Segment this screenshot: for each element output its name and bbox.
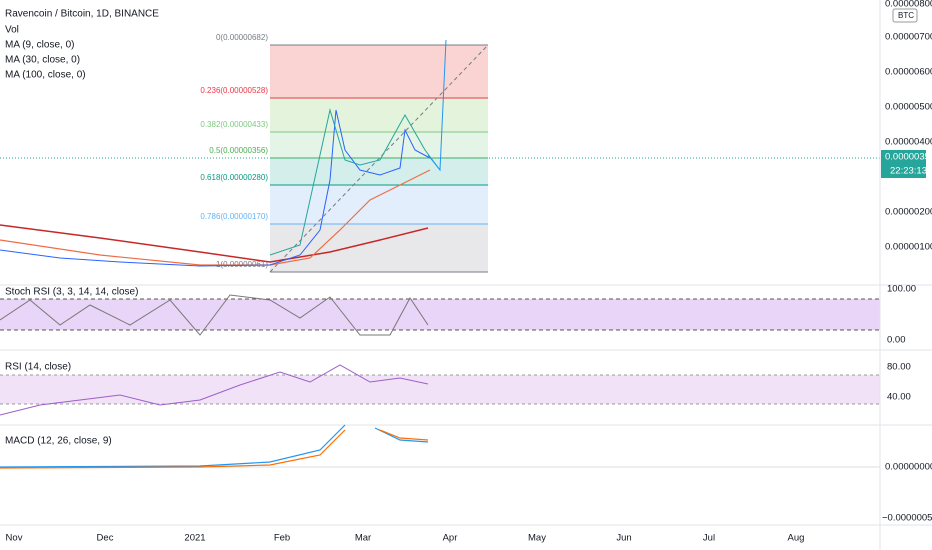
price-label: 0.00000700 — [885, 32, 932, 43]
time-label: Nov — [6, 533, 23, 544]
axis-label: −0.00000050 — [882, 513, 932, 524]
last-price: 0.00000358 — [885, 152, 932, 163]
price-label: 0.00000400 — [885, 137, 932, 148]
price-label: 0.00000600 — [885, 67, 932, 78]
axis-label: 100.00 — [887, 284, 916, 295]
fib-retracement — [269, 44, 489, 273]
fib-label: 0.382(0.00000433) — [200, 120, 268, 129]
price-label: 0.00000200 — [885, 207, 932, 218]
chart-title: Ravencoin / Bitcoin, 1D, BINANCE — [5, 9, 159, 20]
axis-label: 80.00 — [887, 362, 911, 373]
fib-label: 0.618(0.00000280) — [200, 173, 268, 182]
price-lines — [0, 39, 447, 267]
countdown: 22:23:13 — [890, 166, 927, 177]
price-label: 0.00000800 — [885, 0, 932, 10]
time-label: Jul — [703, 533, 715, 544]
time-label: May — [528, 533, 546, 544]
price-label: 0.00000500 — [885, 102, 932, 113]
time-label: Aug — [788, 533, 805, 544]
price-label: 0.00000100 — [885, 242, 932, 253]
time-label: Dec — [97, 533, 114, 544]
indicator-label: MA (9, close, 0) — [5, 40, 74, 51]
indicator-label: RSI (14, close) — [5, 362, 71, 373]
time-label: Jun — [616, 533, 631, 544]
indicator-label: Vol — [5, 25, 19, 36]
fib-label: 0(0.00000682) — [216, 33, 268, 42]
indicator-label: Stoch RSI (3, 3, 14, 14, close) — [5, 287, 138, 298]
fib-label: 0.786(0.00000170) — [200, 212, 268, 221]
fib-label: 1(0.00000061) — [216, 260, 268, 269]
time-label: Mar — [355, 533, 371, 544]
time-label: Apr — [443, 533, 458, 544]
axis-label: 0.00 — [887, 335, 906, 346]
fib-label: 0.236(0.00000528) — [200, 86, 268, 95]
currency-badge[interactable]: BTC — [898, 11, 914, 20]
time-label: Feb — [274, 533, 290, 544]
axis-label: 0.00000000 — [885, 462, 932, 473]
indicator-label: MA (30, close, 0) — [5, 55, 80, 66]
indicator-label: MACD (12, 26, close, 9) — [5, 436, 112, 447]
fib-label: 0.5(0.00000356) — [209, 146, 268, 155]
indicator-label: MA (100, close, 0) — [5, 70, 86, 81]
axis-label: 40.00 — [887, 392, 911, 403]
time-label: 2021 — [184, 533, 205, 544]
